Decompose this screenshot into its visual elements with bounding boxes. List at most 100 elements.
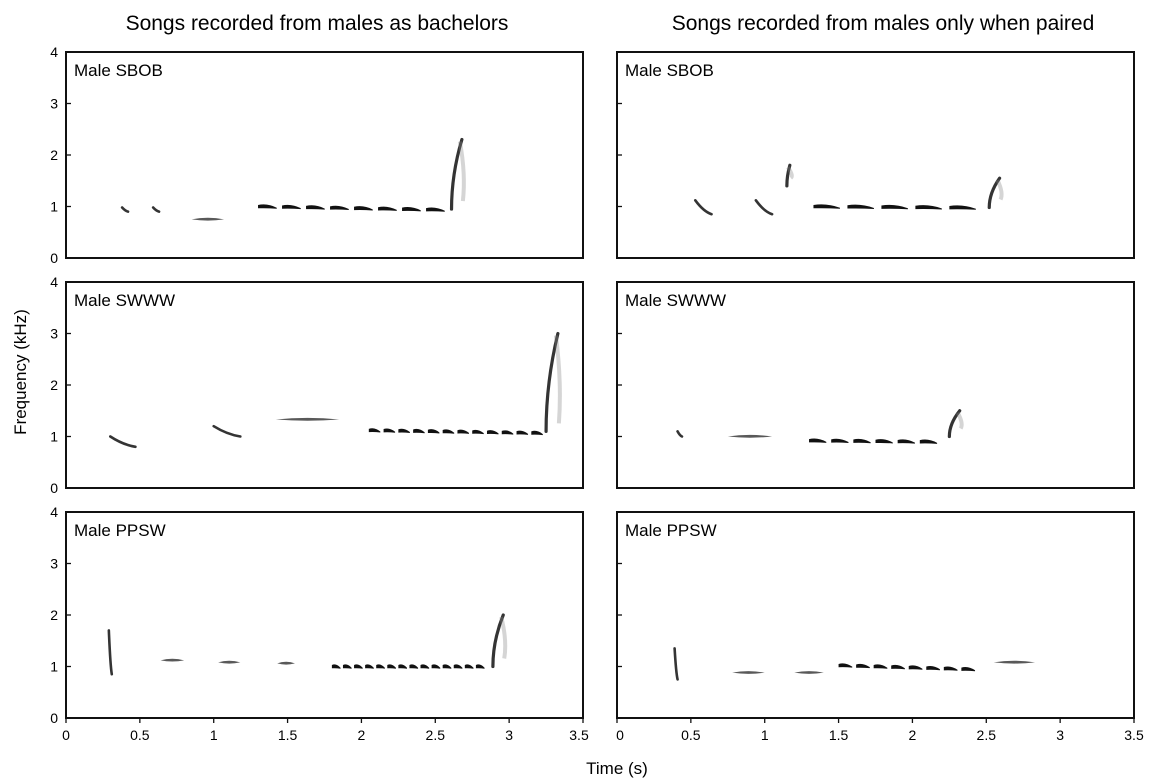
syllable-downsweep [151,206,161,213]
syllable-tone [993,660,1036,664]
panel-label: Male SBOB [625,61,714,80]
syllable-note [431,664,441,669]
panel-frame [65,511,584,719]
syllable-upsweep [449,137,464,211]
syllable-upsweep [987,176,1002,210]
syllable-upsweep-halo [553,335,562,424]
syllable-note [897,439,915,444]
x-tick-label: 1 [210,727,218,743]
syllable-note [398,428,410,433]
syllable-note [949,205,976,210]
syllable-note [442,664,452,669]
syllable-note [472,429,484,435]
syllable-note [453,664,463,669]
panel-label: Male SWWW [74,291,175,310]
syllable-note [926,665,940,671]
panel-frame [616,51,1135,259]
x-tick-label: 0 [62,727,70,743]
syllable-note [813,204,840,209]
panel-frame [65,51,584,259]
syllable-upsweep-halo [786,166,794,180]
syllable-downsweep [120,206,130,213]
syllable-note [881,204,908,210]
syllable-note [342,664,352,669]
y-tick-label: 3 [50,326,58,342]
syllable-note [354,664,363,669]
syllable-tone [275,417,340,421]
syllable-tone [191,217,225,221]
syllable-note [457,429,469,434]
syllable-note [376,664,385,669]
syllable-note [330,205,349,211]
syllable-note [847,204,874,209]
x-tick-label: 1.5 [278,727,298,743]
syllable-tone [794,671,824,674]
x-tick-label: 0 [616,727,624,743]
syllable-note [258,204,277,209]
panel-label: Male SBOB [74,61,163,80]
syllable-downsweep [693,199,713,216]
y-tick-label: 2 [50,377,58,393]
y-tick-label: 0 [50,710,58,726]
syllable-note [402,207,421,212]
syllable-note [413,428,425,434]
x-tick-label: 3 [1056,727,1064,743]
syllable-note [516,430,529,435]
y-tick-label: 4 [50,44,58,60]
syllable-downsweep [754,199,774,216]
y-tick-label: 0 [50,250,58,266]
syllable-note [919,439,938,444]
syllable-tone [160,658,185,662]
syllable-note [531,430,543,436]
panel-label: Male PPSW [74,521,166,540]
syllable-note [875,439,893,444]
spectrogram-panel: Male PPSW 0 1 2 3 4 0 0.5 1 1.5 2 2.5 3 3.5 [50,504,589,743]
syllable-upsweep [544,331,560,433]
syllable-tone [218,660,241,664]
syllable-upsweep-halo [457,141,466,202]
y-tick-label: 4 [50,274,58,290]
syllable-note [409,664,419,669]
spectrogram-panel: Male SBOB [616,51,1135,259]
x-axis-title: Time (s) [586,759,648,778]
y-tick-label: 4 [50,504,58,520]
syllable-tone [732,671,765,674]
syllable-tone [277,661,295,665]
syllable-note [354,206,373,211]
panels-group: Male SBOB 0 1 2 3 4 Male SBOB Male SWWW 0 1 2 3 4 Mal… [50,44,1144,743]
x-tick-label: 0.5 [681,727,701,743]
y-tick-label: 3 [50,96,58,112]
syllable-upsweep-halo [995,179,1004,201]
syllable-note [387,664,396,669]
syllable-note [891,664,905,670]
y-tick-label: 3 [50,556,58,572]
x-tick-label: 1 [761,727,769,743]
syllable-note [365,664,374,669]
x-tick-label: 1.5 [829,727,849,743]
spectrogram-panel: Male SBOB 0 1 2 3 4 [50,44,584,266]
column-title-left: Songs recorded from males as bachelors [126,12,509,35]
syllable-note [501,430,514,435]
spectrogram-panel: Male SWWW [616,281,1135,489]
x-tick-label: 3 [505,727,513,743]
syllable-note [838,663,853,668]
syllable-downsweep [212,424,242,438]
syllable-note [426,207,445,212]
syllable-note [398,664,407,669]
y-tick-label: 1 [50,199,58,215]
syllable-upsweep [785,163,792,188]
panel-label: Male PPSW [625,521,717,540]
syllable-downsweep [109,435,137,449]
column-title-right: Songs recorded from males only when pair… [672,12,1095,35]
syllable-note [442,429,455,434]
panel-label: Male SWWW [625,291,726,310]
spectrogram-panel: Male SWWW 0 1 2 3 4 [50,274,584,496]
syllable-note [427,429,440,434]
x-tick-label: 2 [909,727,917,743]
syllable-downsweep [676,430,684,438]
y-tick-label: 1 [50,429,58,445]
syllable-note [908,665,923,670]
syllable-note [475,664,485,669]
y-tick-label: 2 [50,607,58,623]
